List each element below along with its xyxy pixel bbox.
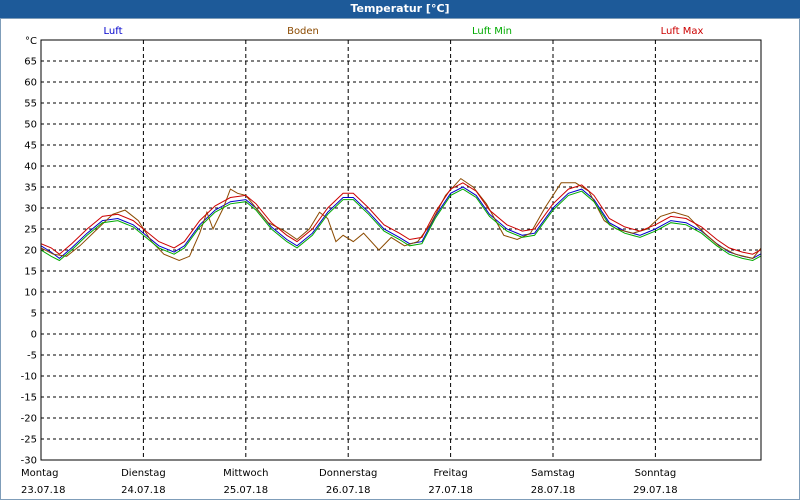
y-tick-label: 50: [24, 120, 37, 131]
y-axis-unit: °C: [25, 36, 37, 47]
series-line-luft-max: [41, 182, 761, 255]
axes: -30 -25 -20 -15 -10 -5 0 5 10 15 20 25 30 35 40 45 50 55 6…: [21, 36, 762, 496]
legend-entry: Boden: [287, 26, 319, 37]
y-tick-label: 45: [24, 141, 37, 152]
x-tick-date: 27.07.18: [428, 485, 473, 496]
series-line-luft: [41, 186, 761, 260]
y-tick-label: 10: [24, 288, 37, 299]
x-tick-date: 24.07.18: [121, 485, 166, 496]
y-tick-label: -25: [21, 435, 37, 446]
y-tick-label: 55: [24, 99, 37, 110]
series-line-luft-min: [41, 188, 761, 262]
y-tick-label: 5: [31, 309, 37, 320]
y-tick-label: -30: [21, 456, 37, 467]
y-tick-label: 0: [31, 330, 37, 341]
legend-entry: Luft Min: [472, 26, 512, 37]
x-tick-weekday: Mittwoch: [223, 468, 268, 479]
x-tick-weekday: Freitag: [433, 468, 467, 479]
legend-entry: Luft Max: [661, 26, 704, 37]
x-tick-date: 29.07.18: [633, 485, 678, 496]
grid: [41, 40, 761, 461]
y-tick-label: 25: [24, 225, 37, 236]
x-tick-date: 23.07.18: [21, 485, 66, 496]
x-tick-weekday: Samstag: [531, 468, 575, 479]
x-tick-weekday: Sonntag: [635, 468, 677, 479]
y-tick-label: 65: [24, 57, 37, 68]
y-tick-label: 40: [24, 162, 37, 173]
y-tick-label: -15: [21, 393, 37, 404]
y-tick-label: 20: [24, 246, 37, 257]
series-lines: [41, 177, 761, 262]
x-tick-date: 28.07.18: [531, 485, 576, 496]
y-tick-label: 60: [24, 78, 37, 89]
x-tick-weekday: Dienstag: [121, 468, 166, 479]
y-tick-label: -10: [21, 372, 37, 383]
x-tick-date: 26.07.18: [326, 485, 371, 496]
y-tick-label: -20: [21, 414, 37, 425]
x-tick-weekday: Donnerstag: [319, 468, 377, 479]
legend: Luft Boden Luft Min Luft Max: [104, 26, 704, 37]
window-title: Temperatur [°C]: [0, 0, 800, 18]
y-tick-label: -5: [27, 351, 37, 362]
y-tick-label: 30: [24, 204, 37, 215]
x-tick-weekday: Montag: [21, 468, 58, 479]
x-tick-date: 25.07.18: [224, 485, 269, 496]
y-tick-label: 15: [24, 267, 37, 278]
plot-border: [40, 39, 762, 461]
series-line-boden: [41, 177, 761, 262]
legend-entry: Luft: [104, 26, 123, 37]
y-tick-label: 35: [24, 183, 37, 194]
